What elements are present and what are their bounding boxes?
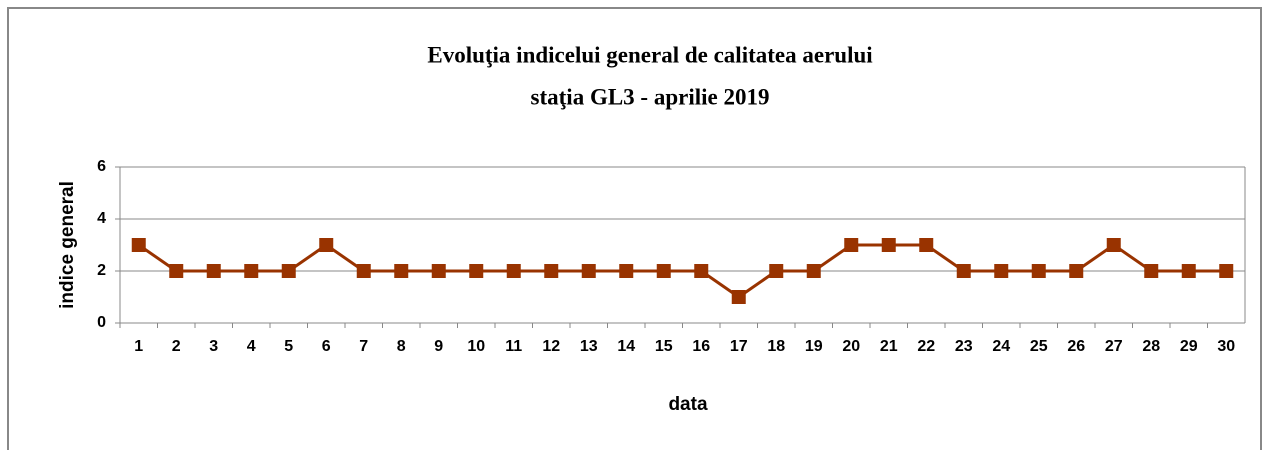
y-axis-label: indice general xyxy=(57,181,78,309)
x-tick-label: 25 xyxy=(1030,338,1048,355)
point-marker xyxy=(131,238,146,252)
point-marker xyxy=(244,264,259,278)
point-marker xyxy=(1181,264,1196,278)
x-tick-label: 4 xyxy=(247,338,256,355)
point-marker xyxy=(619,264,634,278)
x-tick-label: 17 xyxy=(730,338,748,355)
point-marker xyxy=(1106,238,1121,252)
chart-subtitle: staţia GL3 - aprilie 2019 xyxy=(531,84,770,109)
x-tick-label: 23 xyxy=(955,338,973,355)
x-axis-label: data xyxy=(668,394,708,415)
point-marker xyxy=(544,264,559,278)
y-tick-label: 4 xyxy=(97,210,106,227)
chart-frame xyxy=(7,7,1262,450)
point-marker xyxy=(1219,264,1234,278)
x-tick-label: 22 xyxy=(917,338,935,355)
point-marker xyxy=(169,264,184,278)
point-marker xyxy=(394,264,409,278)
x-tick-label: 28 xyxy=(1142,338,1160,355)
x-tick-label: 29 xyxy=(1180,338,1198,355)
x-tick-label: 16 xyxy=(692,338,710,355)
point-marker xyxy=(281,264,296,278)
x-tick-label: 11 xyxy=(505,338,522,355)
x-tick-label: 13 xyxy=(580,338,598,355)
x-tick-label: 30 xyxy=(1217,338,1235,355)
point-marker xyxy=(844,238,859,252)
x-tick-label: 2 xyxy=(172,338,181,355)
x-tick-label: 14 xyxy=(617,338,635,355)
x-tick-label: 27 xyxy=(1105,338,1123,355)
point-marker xyxy=(956,264,971,278)
point-marker xyxy=(581,264,596,278)
point-marker xyxy=(1069,264,1084,278)
x-tick-label: 10 xyxy=(467,338,485,355)
y-tick-label: 6 xyxy=(97,158,106,175)
x-tick-label: 3 xyxy=(209,338,218,355)
x-tick-label: 21 xyxy=(880,338,898,355)
point-marker xyxy=(206,264,221,278)
point-marker xyxy=(994,264,1009,278)
x-tick-label: 18 xyxy=(767,338,785,355)
point-marker xyxy=(769,264,784,278)
point-marker xyxy=(356,264,371,278)
x-tick-label: 6 xyxy=(322,338,331,355)
x-tick-label: 19 xyxy=(805,338,823,355)
point-marker xyxy=(1144,264,1159,278)
x-tick-label: 12 xyxy=(542,338,560,355)
point-marker xyxy=(919,238,934,252)
x-tick-label: 1 xyxy=(134,338,143,355)
point-marker xyxy=(694,264,709,278)
y-tick-label: 2 xyxy=(97,262,106,279)
x-tick-label: 26 xyxy=(1067,338,1085,355)
point-marker xyxy=(806,264,821,278)
chart-title: Evoluţia indicelui general de calitatea … xyxy=(427,42,873,67)
point-marker xyxy=(319,238,334,252)
x-tick-label: 5 xyxy=(284,338,293,355)
x-tick-label: 7 xyxy=(359,338,368,355)
x-tick-label: 15 xyxy=(655,338,673,355)
point-marker xyxy=(431,264,446,278)
x-tick-label: 8 xyxy=(397,338,406,355)
point-marker xyxy=(731,290,746,304)
point-marker xyxy=(1031,264,1046,278)
point-marker xyxy=(506,264,521,278)
x-tick-label: 20 xyxy=(842,338,860,355)
x-tick-label: 9 xyxy=(434,338,443,355)
y-tick-label: 0 xyxy=(97,314,106,331)
point-marker xyxy=(656,264,671,278)
point-marker xyxy=(469,264,484,278)
x-tick-label: 24 xyxy=(992,338,1010,355)
point-marker xyxy=(881,238,896,252)
